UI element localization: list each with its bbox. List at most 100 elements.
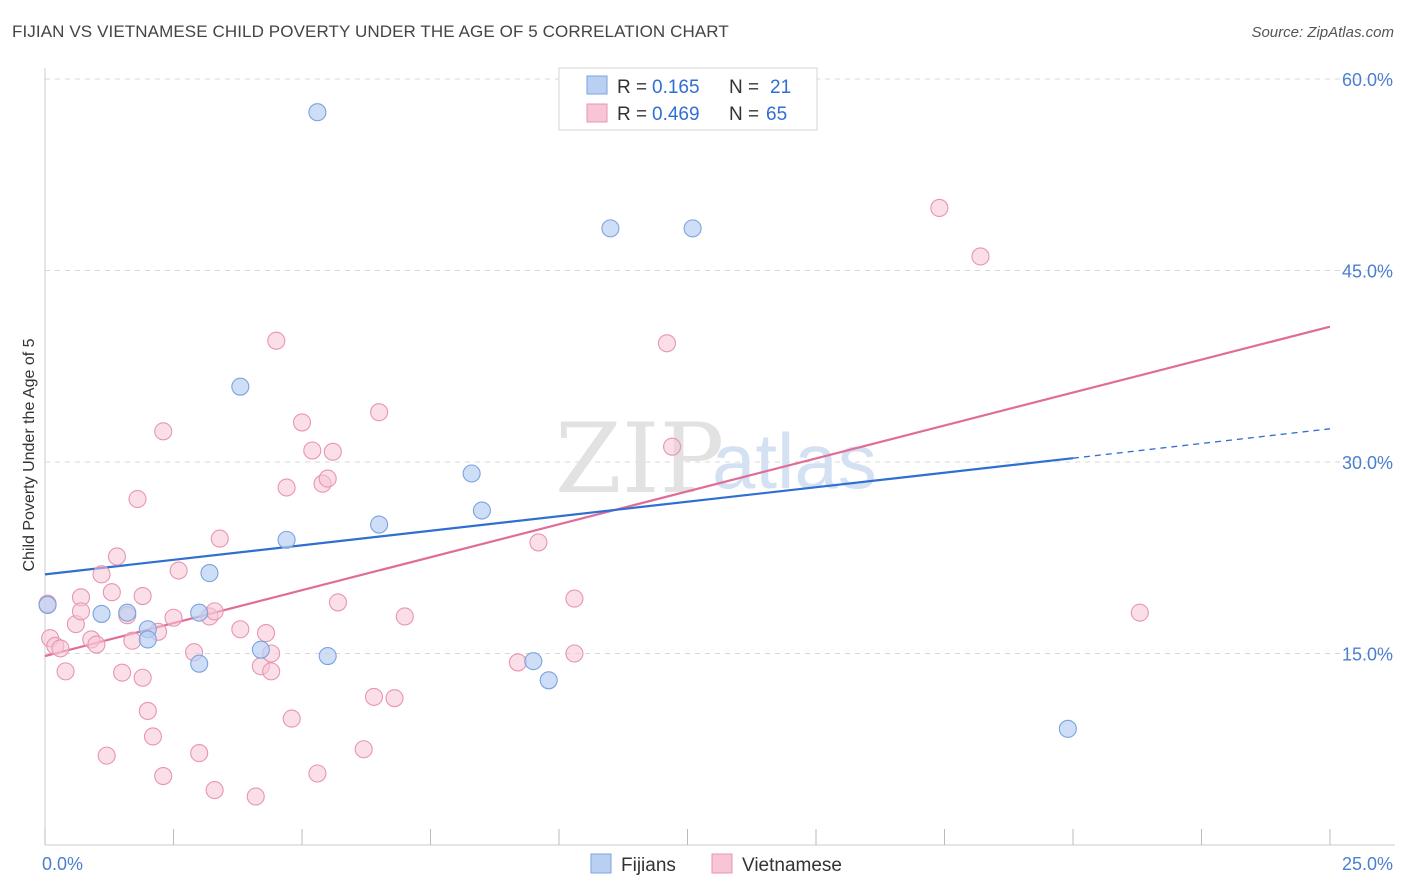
x-tick-label-max: 25.0% [1342,854,1393,874]
vietnamese-trend-line [44,325,1331,658]
fijian-point [231,377,250,396]
vietnamese-point [328,593,348,612]
bottom-legend-swatch-vietnamese [711,853,733,874]
vietnamese-point [154,767,173,786]
vietnamese-point [323,442,342,461]
vietnamese-point [143,727,162,746]
fijian-point [539,671,558,690]
fijian-points [38,103,1077,738]
y-tick-label: 60.0% [1342,70,1393,90]
vietnamese-point [277,478,296,497]
vietnamese-point [308,764,327,783]
fijian-point [190,603,209,622]
legend-vietnamese-n-value: 65 [766,104,787,125]
fijian-point [308,103,327,122]
vietnamese-point [657,334,676,353]
vietnamese-point [87,635,106,654]
x-tick-label-min: 0.0% [42,854,83,874]
vietnamese-point [133,668,152,687]
fijian-point [601,219,620,238]
fijian-trend-extension [1072,428,1331,459]
vietnamese-point [971,247,990,266]
vietnamese-point [565,589,584,608]
fijian-point [200,564,219,583]
legend-fijians-n-label: N = [729,77,759,98]
fijian-point [318,647,337,666]
vietnamese-point [169,561,188,580]
fijian-trend-line [44,457,1074,576]
legend-vietnamese-r-label: R = [617,104,647,125]
fijian-point [138,630,157,649]
vietnamese-point [370,403,389,422]
fijian-point [251,640,270,659]
vietnamese-point [246,787,265,806]
vietnamese-point [267,331,286,350]
vietnamese-point [292,413,312,432]
fijian-point [92,604,111,623]
vietnamese-point [262,662,281,681]
fijian-point [370,515,389,534]
y-tick-label: 30.0% [1342,453,1393,473]
source-label: Source: ZipAtlas.com [1251,24,1394,41]
vietnamese-point [138,701,157,721]
vietnamese-point [318,469,337,488]
y-tick-label: 15.0% [1342,645,1393,665]
bottom-legend-fijians: Fijians [621,855,676,876]
vietnamese-point [128,489,147,509]
fijian-point [277,530,296,549]
vietnamese-point [92,565,111,584]
vietnamese-point [395,607,414,626]
vietnamese-point [205,781,224,800]
fijian-point [190,654,209,673]
legend-box: R = 0.165 N = 21 R = 0.469 N = 65 [558,67,818,131]
watermark-zip: ZIP [555,403,724,515]
vietnamese-point [133,586,152,606]
trend-lines [44,325,1331,658]
vietnamese-point [303,441,322,460]
vietnamese-point [107,547,127,566]
vietnamese-point [354,740,373,759]
watermark-atlas: atlas [712,417,877,505]
vietnamese-point [164,608,183,627]
vietnamese-point [364,687,384,706]
fijian-point [472,501,491,520]
legend-fijians-n-value: 21 [770,77,791,98]
vietnamese-point [123,631,142,650]
legend-fijians-r-label: R = [617,77,647,98]
vietnamese-point [56,662,75,681]
watermark: ZIP atlas [555,403,877,515]
vietnamese-point [210,529,229,548]
legend-vietnamese-n-label: N = [729,104,759,125]
vietnamese-point [190,744,209,763]
fijian-point [524,652,543,671]
grid-lines [45,78,1395,654]
vietnamese-point [385,689,404,708]
bottom-legend-vietnamese: Vietnamese [742,855,842,876]
vietnamese-point [97,746,116,765]
legend-vietnamese-r-value: 0.469 [652,104,700,125]
vietnamese-point [282,709,301,728]
axes [44,68,1395,846]
vietnamese-point [565,644,584,663]
vietnamese-point [1130,603,1149,622]
fijian-point [38,595,57,615]
vietnamese-point [231,620,250,639]
fijian-point [1058,719,1077,738]
vietnamese-point [663,437,682,456]
bottom-legend: Fijians Vietnamese [590,853,842,876]
tick-labels: 15.0% 30.0% 45.0% 60.0% 0.0% 25.0% [42,70,1393,874]
vietnamese-point [508,653,527,672]
vietnamese-point [51,639,70,658]
bottom-legend-swatch-fijians [590,853,612,874]
y-tick-label: 45.0% [1342,262,1393,282]
vietnamese-point [529,533,548,552]
legend-swatch-fijians [586,75,608,95]
legend-swatch-vietnamese [586,103,608,123]
vietnamese-point [256,624,276,643]
vietnamese-point [113,663,132,682]
vietnamese-point [930,198,949,217]
fijian-point [462,464,481,483]
vietnamese-point [71,602,91,621]
vietnamese-point [154,422,173,441]
